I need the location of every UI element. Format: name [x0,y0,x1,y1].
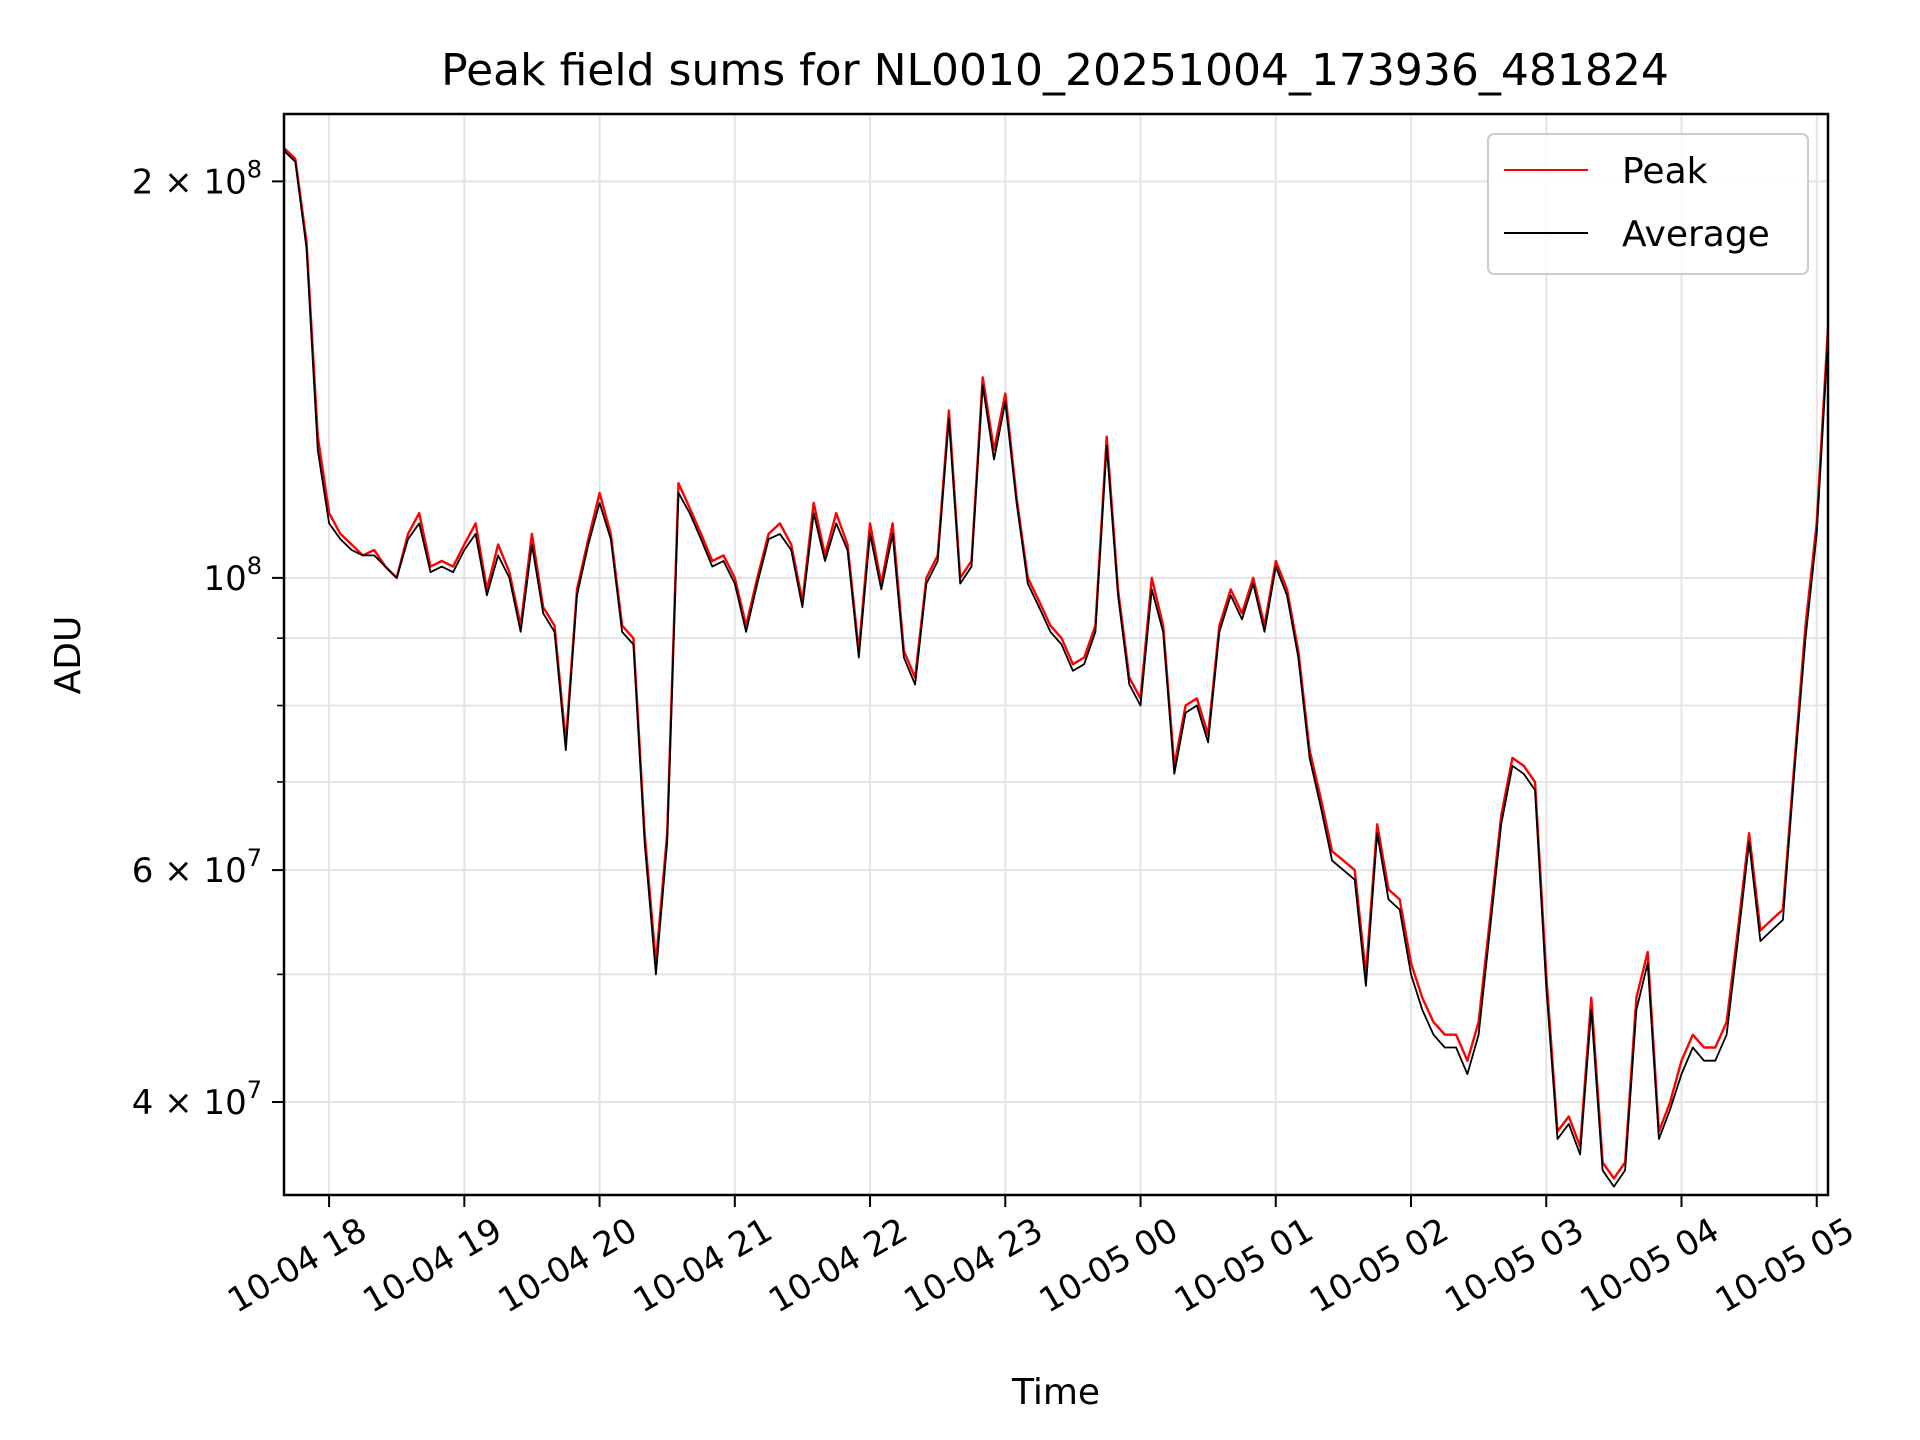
y-tick-label: 108 [203,552,262,599]
series-lines [284,147,1828,1188]
chart-title: Peak field sums for NL0010_20251004_1739… [441,45,1669,96]
x-axis-label: Time [1011,1372,1100,1413]
y-axis: 4 × 107 6 × 107 108 2 × 108 [132,155,284,1123]
plot-frame [282,112,1830,1197]
grid-lines [284,114,1828,1195]
y-tick-label: 2 × 108 [132,155,262,202]
legend: Peak Average [1487,133,1809,275]
series-line-peak [284,147,1828,1180]
series-line-average [284,150,1828,1188]
y-tick-label: 6 × 107 [132,844,262,891]
legend-label-average: Average [1622,214,1770,255]
y-axis-label: ADU [48,616,89,695]
y-tick-label: 4 × 107 [132,1076,262,1123]
legend-label-peak: Peak [1622,151,1708,192]
